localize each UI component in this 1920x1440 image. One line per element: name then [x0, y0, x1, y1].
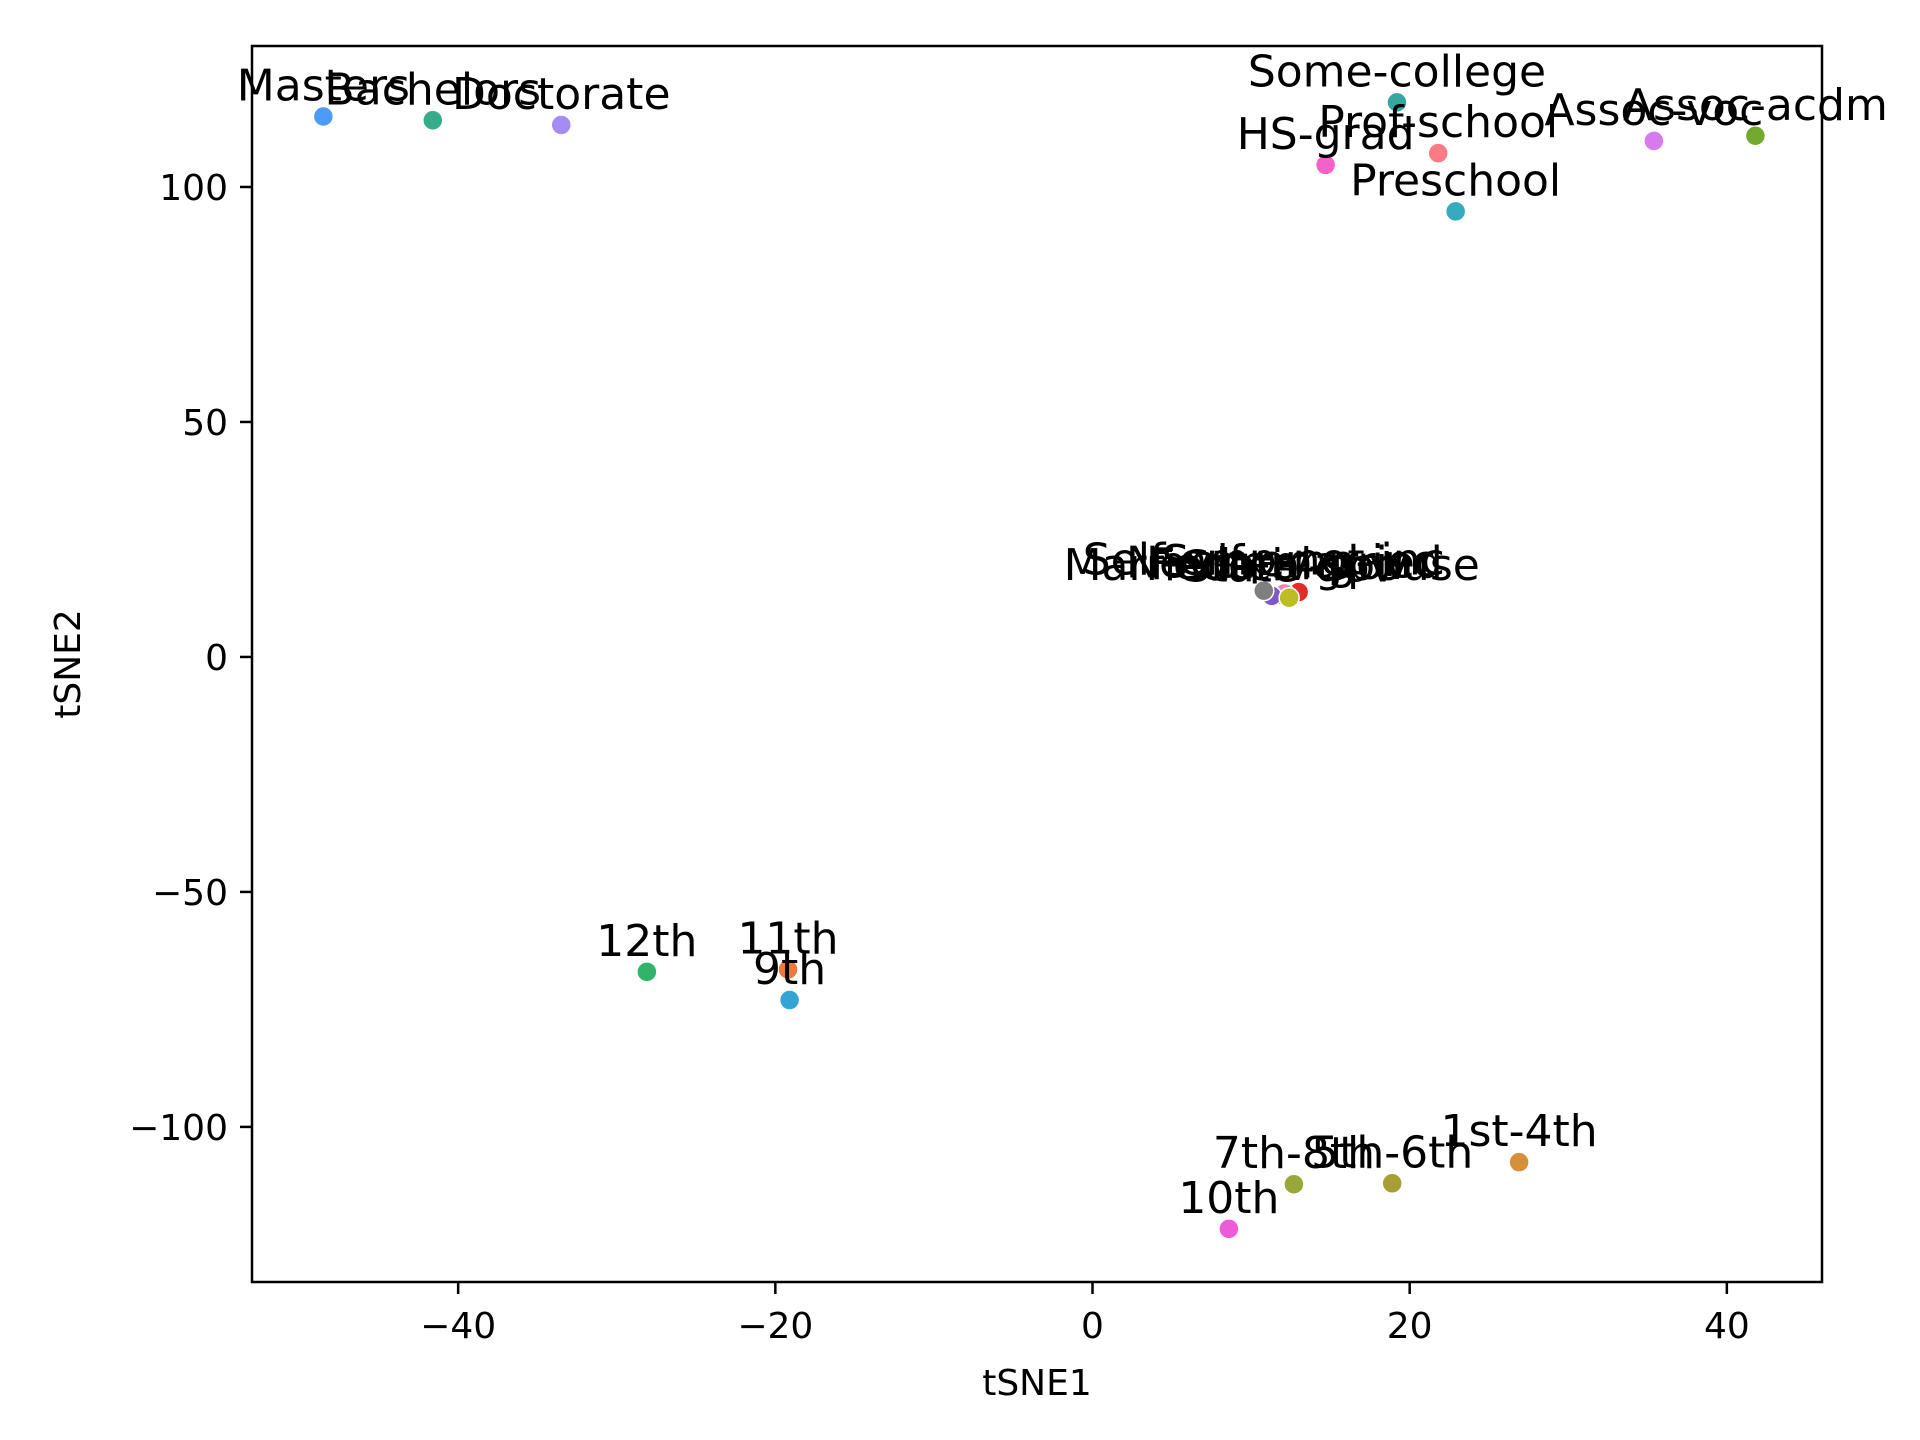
y-tick-label: −50 — [152, 873, 228, 914]
point-label: Bachelors — [325, 64, 541, 115]
data-point — [777, 958, 799, 981]
data-point — [1508, 1151, 1530, 1173]
x-tick-label: 0 — [1081, 1306, 1104, 1347]
point-label: HS-grad — [1237, 109, 1415, 160]
data-point — [1427, 142, 1449, 164]
x-axis-label: tSNE1 — [982, 1363, 1092, 1404]
data-point — [1643, 130, 1665, 152]
point-label: Prof-school — [1318, 97, 1558, 148]
axes: −40 −20 0 20 40 −100 −50 0 50 100 — [129, 44, 1824, 1347]
point-label: Never-married — [1126, 538, 1443, 589]
data-point — [1381, 1172, 1403, 1195]
point-label: 5th-6th — [1311, 1127, 1473, 1178]
plot-frame — [250, 44, 1824, 1284]
data-point — [1278, 586, 1300, 609]
point-label: Self-emp-inc — [1162, 536, 1436, 587]
point-label: Married-civ-spouse — [1064, 540, 1480, 591]
data-point — [636, 961, 658, 983]
point-label: Federal-gov — [1150, 539, 1409, 590]
point-label: 12th — [596, 916, 697, 967]
point-label: 9th — [753, 944, 826, 995]
point-label: Preschool — [1350, 155, 1561, 206]
data-point — [778, 989, 801, 1011]
point-label: Assoc-acdm — [1623, 80, 1888, 131]
y-tick-label: 100 — [159, 168, 228, 209]
point-label: 1st-4th — [1441, 1106, 1598, 1157]
data-point — [550, 114, 572, 136]
x-tick-label: 40 — [1704, 1306, 1750, 1347]
data-point — [1386, 91, 1408, 114]
point-label: 10th — [1178, 1173, 1279, 1224]
data-points — [312, 91, 1767, 1240]
point-label: 11th — [737, 913, 838, 964]
point-label: Self-emp-not-inc — [1083, 535, 1445, 586]
point-label: Doctorate — [452, 69, 671, 120]
data-point — [422, 109, 444, 132]
data-point — [1283, 1173, 1305, 1195]
point-label: Masters — [237, 60, 410, 111]
point-label: 7th-8th — [1213, 1128, 1375, 1179]
y-tick-label: −100 — [129, 1108, 228, 1149]
data-point — [1218, 1218, 1240, 1240]
point-label: State-gov — [1183, 542, 1396, 593]
data-point — [1253, 579, 1275, 602]
data-point — [1444, 200, 1467, 223]
point-label: Some-college — [1248, 46, 1546, 97]
y-tick-label: 50 — [182, 403, 228, 444]
data-point — [312, 105, 335, 128]
point-label: Assoc-voc — [1544, 85, 1763, 136]
data-point — [1744, 125, 1767, 147]
x-tick-label: 20 — [1387, 1306, 1433, 1347]
y-axis-label: tSNE2 — [48, 609, 89, 719]
x-tick-label: −20 — [737, 1306, 813, 1347]
data-point — [1314, 154, 1337, 176]
y-tick-label: 0 — [205, 638, 228, 679]
x-tick-label: −40 — [420, 1306, 496, 1347]
